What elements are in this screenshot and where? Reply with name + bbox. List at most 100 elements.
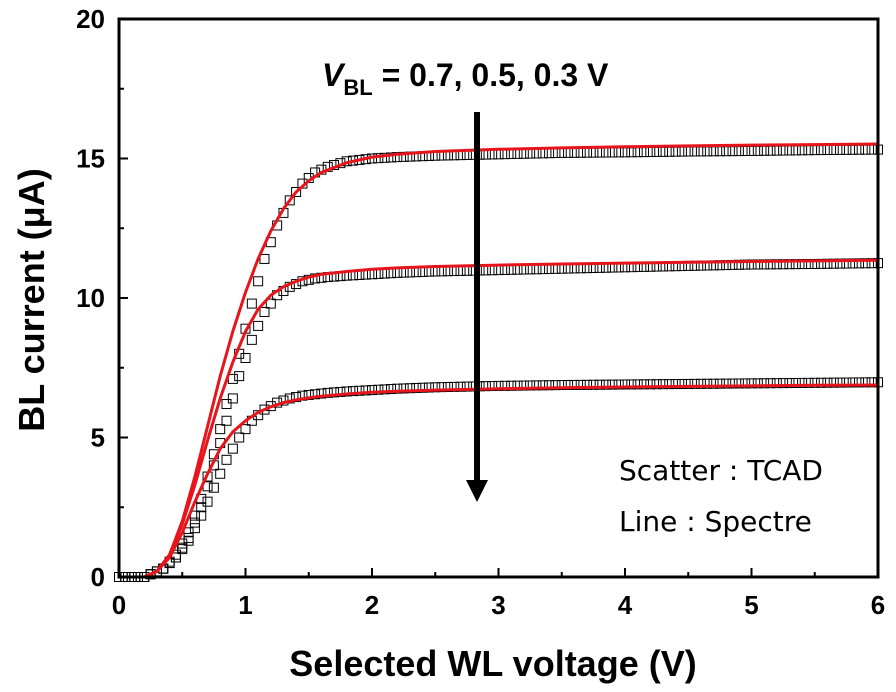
scatter-point	[487, 149, 498, 160]
scatter-point	[392, 383, 403, 394]
scatter-point	[423, 382, 434, 393]
scatter-point	[189, 523, 200, 534]
scatter-point	[664, 146, 675, 157]
scatter-point	[582, 379, 593, 390]
scatter-point	[341, 386, 352, 397]
scatter-point	[525, 148, 536, 159]
scatter-point	[430, 382, 441, 393]
scatter-point	[196, 502, 207, 513]
scatter-point	[145, 569, 156, 580]
scatter-point	[221, 415, 232, 426]
scatter-point	[714, 146, 725, 157]
arrow-head	[466, 480, 488, 502]
scatter-point	[537, 148, 548, 159]
scatter-point	[714, 378, 725, 389]
scatter-point	[493, 265, 504, 276]
scatter-point	[442, 266, 453, 277]
scatter-point	[607, 379, 618, 390]
scatter-point	[518, 380, 529, 391]
scatter-point	[442, 382, 453, 393]
scatter-point	[765, 378, 776, 389]
line-series-0.3	[117, 383, 880, 579]
scatter-point	[373, 268, 384, 279]
vbl-subscript: BL	[343, 75, 372, 100]
scatter-point	[436, 382, 447, 393]
y-tick-label: 10	[76, 283, 105, 313]
scatter-point	[423, 266, 434, 277]
scatter-point	[854, 144, 865, 155]
scatter-point	[626, 147, 637, 158]
scatter-point	[803, 377, 814, 388]
x-axis-title: Selected WL voltage (V)	[289, 643, 696, 684]
scatter-point	[702, 378, 713, 389]
scatter-point	[461, 265, 472, 276]
scatter-point	[841, 144, 852, 155]
scatter-point	[670, 379, 681, 390]
scatter-point	[575, 379, 586, 390]
scatter-point	[816, 377, 827, 388]
scatter-point	[291, 186, 302, 197]
scatter-point	[594, 147, 605, 158]
scatter-point	[240, 424, 251, 435]
scatter-point	[221, 399, 232, 410]
scatter-point	[771, 378, 782, 389]
scatter-point	[506, 149, 517, 160]
scatter-point	[246, 334, 257, 345]
scatter-point	[683, 378, 694, 389]
scatter-point	[329, 387, 340, 398]
scatter-point	[303, 389, 314, 400]
scatter-point	[310, 273, 321, 284]
scatter-point	[531, 380, 542, 391]
scatter-point	[335, 386, 346, 397]
scatter-point	[259, 306, 270, 317]
scatter-point	[544, 263, 555, 274]
scatter-point	[594, 379, 605, 390]
scatter-point	[385, 384, 396, 395]
scatter-point	[480, 265, 491, 276]
y-tick-label: 15	[76, 144, 105, 174]
scatter-point	[537, 264, 548, 275]
scatter-point	[860, 258, 871, 269]
scatter-point	[537, 380, 548, 391]
scatter-point	[291, 392, 302, 403]
scatter-point	[404, 267, 415, 278]
scatter-point	[354, 385, 365, 396]
line-series-0.5	[117, 258, 880, 579]
scatter-point	[385, 152, 396, 163]
scatter-point	[480, 149, 491, 160]
scatter-point	[816, 145, 827, 156]
scatter-point	[531, 264, 542, 275]
scatter-point	[607, 147, 618, 158]
scatter-point	[727, 378, 738, 389]
scatter-point	[746, 378, 757, 389]
scatter-point	[550, 148, 561, 159]
scatter-point	[487, 381, 498, 392]
scatter-point	[518, 148, 529, 159]
x-tick-label: 6	[871, 590, 885, 620]
scatter-point	[461, 381, 472, 392]
scatter-point	[588, 379, 599, 390]
x-tick-label: 5	[744, 590, 758, 620]
scatter-point	[835, 144, 846, 155]
scatter-point	[683, 146, 694, 157]
scatter-point	[822, 145, 833, 156]
scatter-point	[569, 379, 580, 390]
scatter-point	[170, 552, 181, 563]
x-tick-label: 0	[112, 590, 126, 620]
scatter-point	[234, 432, 245, 443]
scatter-point	[227, 373, 238, 384]
vbl-annotation: VBL = 0.7, 0.5, 0.3 V	[322, 57, 609, 100]
scatter-point	[708, 146, 719, 157]
scatter-point	[183, 532, 194, 543]
scatter-point	[259, 253, 270, 264]
scatter-point	[632, 147, 643, 158]
scatter-point	[379, 384, 390, 395]
vbl-values: = 0.7, 0.5, 0.3 V	[373, 57, 609, 93]
scatter-point	[626, 379, 637, 390]
scatter-point	[227, 443, 238, 454]
scatter-point	[360, 385, 371, 396]
scatter-point	[556, 147, 567, 158]
scatter-point	[835, 258, 846, 269]
scatter-point	[695, 378, 706, 389]
scatter-point	[246, 298, 257, 309]
